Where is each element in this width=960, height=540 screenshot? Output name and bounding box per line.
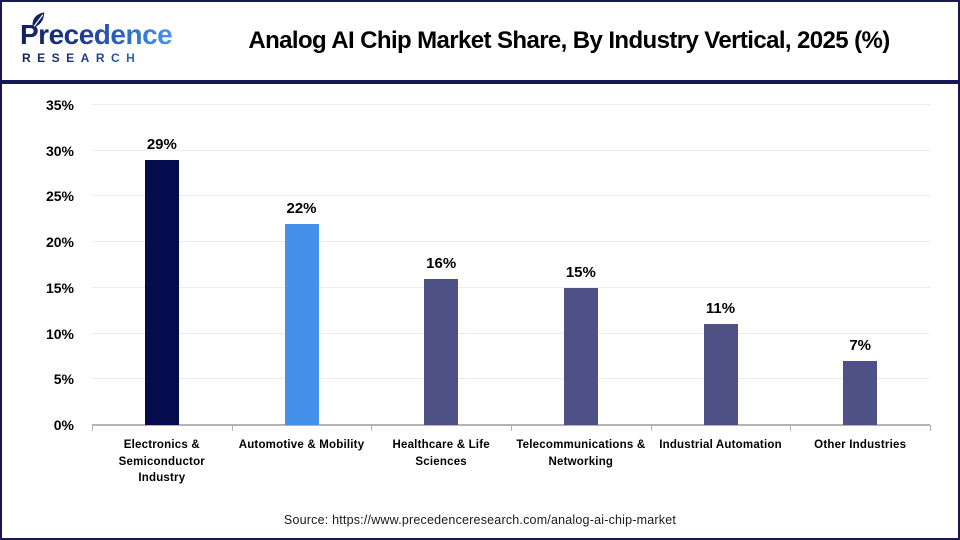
gridline bbox=[92, 378, 930, 380]
x-category-label: Electronics & Semiconductor Industry bbox=[118, 439, 205, 485]
bar-value-label: 22% bbox=[286, 199, 317, 217]
x-axis-tick bbox=[511, 425, 512, 431]
header-divider bbox=[2, 80, 958, 84]
y-tick-label: 30% bbox=[45, 142, 74, 159]
bar bbox=[843, 361, 878, 425]
brand-logo: Precedence RESEARCH bbox=[18, 11, 198, 64]
y-tick-label: 15% bbox=[45, 279, 74, 296]
y-tick-label: 10% bbox=[45, 325, 74, 342]
leaf-icon bbox=[32, 11, 45, 28]
gridline bbox=[92, 104, 930, 105]
bar-group: 29% Electronics & Semiconductor Industry bbox=[92, 105, 232, 484]
bar bbox=[703, 324, 738, 425]
bar bbox=[284, 223, 319, 425]
y-tick-label: 35% bbox=[45, 97, 74, 113]
gridline bbox=[92, 286, 930, 288]
bar-group: 15% Telecommunications & Networking bbox=[511, 105, 651, 468]
y-axis-labels: 0% 5% 10% 15% 20% 25% 30% 35% bbox=[2, 97, 84, 433]
bar bbox=[424, 278, 459, 425]
x-axis-tick bbox=[371, 425, 373, 431]
x-axis-tick bbox=[930, 425, 931, 431]
logo-wordmark: Precedence bbox=[20, 18, 173, 50]
bar-value-label: 29% bbox=[146, 135, 177, 153]
bar-group: 7% Other Industries bbox=[790, 105, 930, 451]
bar-value-label: 16% bbox=[426, 254, 457, 272]
y-tick-label: 5% bbox=[53, 371, 74, 388]
header: Precedence RESEARCH Analog AI Chip Marke… bbox=[2, 2, 958, 80]
gridline bbox=[92, 332, 930, 334]
y-tick-label: 20% bbox=[45, 234, 74, 251]
bar-value-label: 7% bbox=[849, 337, 872, 354]
x-axis-tick bbox=[790, 425, 792, 431]
plot-area: 29% Electronics & Semiconductor Industry 2… bbox=[92, 104, 931, 484]
bar bbox=[563, 287, 598, 425]
gridline bbox=[92, 241, 930, 243]
x-axis-tick bbox=[231, 425, 233, 431]
bar-value-label: 11% bbox=[705, 300, 736, 318]
y-tick-label: 25% bbox=[45, 188, 74, 205]
bars-row: 29% Electronics & Semiconductor Industry 2… bbox=[92, 105, 930, 484]
bar-group: 16% Healthcare & Life Sciences bbox=[371, 105, 511, 468]
bar-chart: 0% 5% 10% 15% 20% 25% 30% 35% 29% Electronics & … bbox=[2, 84, 958, 538]
x-category-label: Automotive & Mobility bbox=[238, 439, 365, 451]
x-category-label: Telecommunications & Networking bbox=[516, 439, 646, 468]
y-tick-label: 0% bbox=[53, 417, 74, 433]
x-category-label: Industrial Automation bbox=[659, 439, 782, 451]
x-axis-tick bbox=[92, 425, 93, 431]
x-category-label: Healthcare & Life Sciences bbox=[392, 439, 490, 468]
x-category-label: Other Industries bbox=[814, 439, 907, 451]
bar-group: 22% Automotive & Mobility bbox=[232, 105, 372, 451]
logo-subtitle: RESEARCH bbox=[18, 52, 198, 64]
page-title: Analog AI Chip Market Share, By Industry… bbox=[248, 27, 890, 54]
bar-value-label: 15% bbox=[565, 263, 596, 281]
bar-group: 11% Industrial Automation bbox=[651, 105, 791, 451]
x-axis-tick bbox=[650, 425, 652, 431]
gridline bbox=[92, 149, 930, 151]
source-text: Source: https://www.precedenceresearch.c… bbox=[283, 513, 677, 527]
gridline bbox=[92, 195, 930, 197]
bar bbox=[144, 159, 179, 425]
